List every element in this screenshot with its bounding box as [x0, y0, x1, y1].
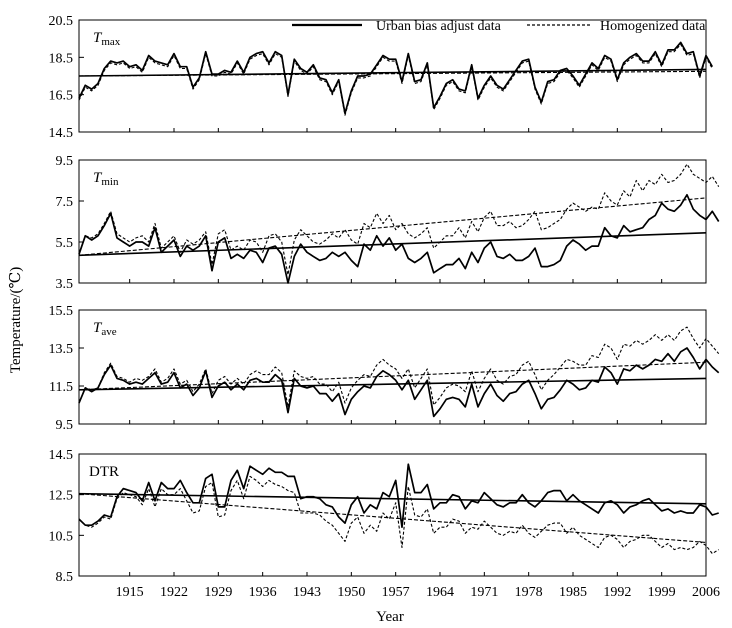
x-tick-label: 1964 — [426, 585, 454, 600]
x-tick-label: 1999 — [648, 585, 676, 600]
series-homogenized-tmin — [78, 163, 720, 276]
series-homogenized-tave — [78, 326, 720, 408]
series-urban-dtr — [78, 463, 719, 529]
trend-urban-tave — [78, 377, 707, 391]
panel-tmin: 3.5 5.5 7.5 9.5 Tmin — [56, 154, 720, 292]
x-tick-label: 2006 — [692, 585, 720, 600]
y-tick-label: 7.5 — [56, 195, 74, 210]
legend-label-homogenized: Homogenized data — [600, 19, 706, 34]
y-tick-label: 13.5 — [49, 342, 74, 357]
trend-homogenized-tmin — [78, 197, 707, 256]
panel-tave: 9.5 11.5 13.5 15.5 Tave — [49, 304, 720, 433]
x-tick-label: 1950 — [337, 585, 365, 600]
trend-homogenized-tave — [78, 361, 707, 391]
legend-label-urban: Urban bias adjust data — [376, 19, 502, 34]
x-tick-label: 1978 — [515, 585, 543, 600]
panel-frame — [78, 19, 707, 133]
panel-label-tave: Tave — [93, 320, 117, 338]
x-tick-label: 1971 — [470, 585, 498, 600]
y-tick-label: 14.5 — [49, 448, 74, 463]
trend-urban-tmin — [78, 231, 707, 257]
panel-label-tmax: Tmax — [93, 30, 121, 48]
x-tick-label: 1985 — [559, 585, 587, 600]
panel-frame — [78, 159, 707, 284]
y-tick-label: 8.5 — [56, 570, 74, 585]
legend: Urban bias adjust data Homogenized data — [292, 19, 706, 34]
trend-homogenized-dtr — [78, 493, 707, 543]
panel-tmax: 14.5 16.5 18.5 20.5 Tmax — [49, 14, 714, 141]
x-tick-label: 1957 — [382, 585, 410, 600]
x-tick-label: 1929 — [204, 585, 232, 600]
x-tick-label: 1936 — [249, 585, 277, 600]
y-tick-label: 15.5 — [49, 304, 74, 319]
x-tick-label: 1922 — [160, 585, 188, 600]
panel-label-dtr: DTR — [89, 464, 119, 480]
x-axis-title: Year — [376, 609, 404, 625]
series-homogenized-tmax — [78, 43, 713, 116]
y-tick-label: 3.5 — [56, 277, 74, 292]
y-tick-label: 12.5 — [49, 489, 74, 504]
x-tick-label: 1915 — [116, 585, 144, 600]
y-axis-title: Temperature/(℃) — [8, 267, 24, 374]
panel-dtr: 8.5 10.5 12.5 14.5 DTR — [49, 448, 719, 585]
series-urban-tave — [78, 347, 720, 418]
panel-frame — [78, 309, 707, 425]
y-tick-label: 11.5 — [49, 380, 73, 395]
panels-group: 14.5 16.5 18.5 20.5 Tmax 3.5 5.5 7.5 9.5 Tmin 9.5 1… — [49, 14, 720, 585]
series-homogenized-dtr — [78, 475, 719, 555]
x-tick-label: 1992 — [603, 585, 631, 600]
trend-homogenized-tmax — [78, 70, 707, 77]
x-axis: 1915 1922 1929 1936 1943 1950 1957 1964 1971 1978… — [116, 585, 720, 600]
trend-urban-dtr — [78, 492, 707, 505]
y-tick-label: 5.5 — [56, 236, 74, 251]
series-urban-tmax — [78, 41, 714, 115]
panel-label-tmin: Tmin — [93, 170, 119, 188]
panel-frame — [78, 453, 707, 577]
y-tick-label: 9.5 — [56, 418, 74, 433]
trend-urban-tmax — [78, 68, 707, 77]
y-tick-label: 16.5 — [49, 89, 74, 104]
y-tick-label: 10.5 — [49, 529, 74, 544]
y-tick-label: 20.5 — [49, 14, 74, 29]
x-tick-label: 1943 — [293, 585, 321, 600]
y-tick-label: 9.5 — [56, 154, 74, 169]
y-tick-label: 18.5 — [49, 51, 74, 66]
y-tick-label: 14.5 — [49, 126, 74, 141]
